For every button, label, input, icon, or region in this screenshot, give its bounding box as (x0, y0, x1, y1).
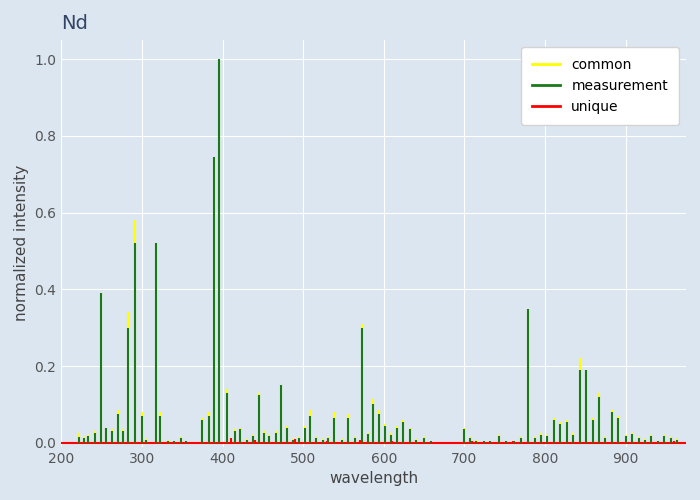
Legend: common, measurement, unique: common, measurement, unique (522, 47, 679, 125)
Y-axis label: normalized intensity: normalized intensity (14, 165, 29, 322)
Text: Nd: Nd (62, 14, 88, 33)
X-axis label: wavelength: wavelength (329, 471, 419, 486)
